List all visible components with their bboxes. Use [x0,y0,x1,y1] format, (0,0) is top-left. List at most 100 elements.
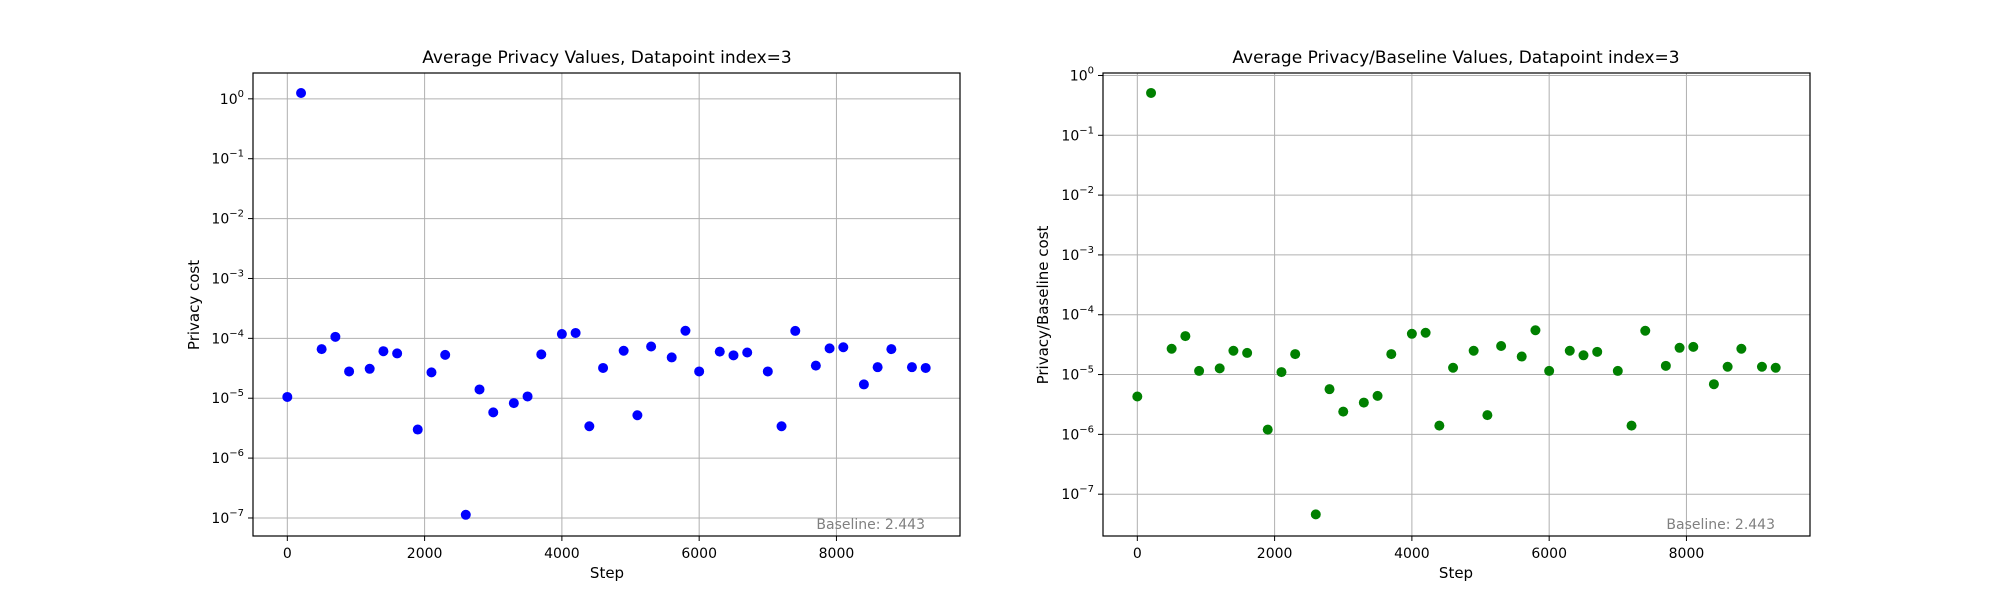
left-y-tick-label: 100 [220,89,244,108]
right-data-point [1166,343,1177,354]
right-y-tick-label: 10−5 [1061,365,1094,384]
right-data-point [1674,342,1685,353]
left-data-point [488,407,499,418]
right-data-point [1756,361,1767,372]
right-data-point [1180,331,1191,342]
left-data-point [762,366,773,377]
right-data-point [1358,397,1369,408]
right-data-point [1324,384,1335,395]
right-data-point [1242,347,1253,358]
left-data-point [440,349,451,360]
left-y-tick-label: 10−3 [211,268,244,287]
right-plot-frame [1102,72,1811,537]
left-y-tick-label: 10−6 [211,448,244,467]
right-x-tick-label: 2000 [1257,546,1293,562]
right-data-point [1722,361,1733,372]
right-y-tick-label: 10−1 [1061,125,1094,144]
right-data-point [1214,363,1225,374]
left-x-tick-label: 6000 [681,546,717,562]
right-y-tick-label: 100 [1070,65,1094,84]
right-data-point [1228,345,1239,356]
right-data-point [1262,424,1273,435]
right-data-point [1612,365,1623,376]
left-data-point [330,331,341,342]
left-data-point [742,347,753,358]
left-x-tick-label: 2000 [407,546,443,562]
right-x-tick-label: 0 [1133,546,1142,562]
right-data-point [1448,362,1459,373]
left-data-point [714,346,725,357]
left-data-point [680,325,691,336]
right-data-point [1406,328,1417,339]
left-data-point [474,384,485,395]
right-y-tick-label: 10−7 [1061,484,1094,503]
right-data-point [1530,325,1541,336]
right-x-axis-label: Step [1439,564,1473,582]
right-data-point [1516,351,1527,362]
left-data-point [378,346,389,357]
left-plot-frame [252,72,961,537]
left-x-tick-label: 8000 [819,546,855,562]
right-data-point [1338,406,1349,417]
left-data-point [536,349,547,360]
left-data-point [824,343,835,354]
left-baseline-annotation: Baseline: 2.443 [816,517,925,533]
left-data-point [364,363,375,374]
left-data-point [906,362,917,373]
right-data-point [1386,349,1397,360]
left-data-point [632,410,643,421]
left-data-point [584,421,595,432]
left-data-point [598,362,609,373]
left-data-point [666,352,677,363]
left-data-point [282,391,293,402]
left-data-point [316,344,327,355]
left-data-point [776,421,787,432]
right-data-point [1496,341,1507,352]
right-data-point [1544,365,1555,376]
right-data-point [1688,341,1699,352]
left-data-point [790,325,801,336]
left-data-point [426,367,437,378]
left-y-tick-label: 10−2 [211,209,244,228]
left-data-point [858,379,869,390]
right-data-point [1290,349,1301,360]
right-x-tick-label: 8000 [1669,546,1705,562]
right-data-point [1660,360,1671,371]
left-data-point [296,88,307,99]
right-data-point [1434,420,1445,431]
left-data-point [556,329,567,340]
left-data-point [646,341,657,352]
right-data-point [1564,345,1575,356]
right-x-tick-label: 6000 [1531,546,1567,562]
left-data-point [570,327,581,338]
right-chart-title: Average Privacy/Baseline Values, Datapoi… [1232,48,1679,68]
right-data-point [1372,390,1383,401]
right-data-point [1592,346,1603,357]
left-data-point [838,342,849,353]
left-chart-panel: Average Privacy Values, Datapoint index=… [185,48,961,582]
right-data-point [1770,362,1781,373]
left-data-point [872,362,883,373]
left-data-point [412,424,423,435]
left-data-point [886,344,897,355]
left-y-axis-label: Privacy cost [185,260,203,350]
left-data-point [618,345,629,356]
right-chart-panel: Average Privacy/Baseline Values, Datapoi… [1034,48,1811,582]
right-data-point [1578,350,1589,361]
left-data-point [694,366,705,377]
left-data-point [522,391,533,402]
right-y-axis-label: Privacy/Baseline cost [1034,225,1052,384]
right-y-tick-label: 10−4 [1061,305,1094,324]
right-data-point [1626,420,1637,431]
right-data-point [1482,410,1493,421]
right-data-point [1708,379,1719,390]
right-y-tick-label: 10−3 [1061,245,1094,264]
left-data-point [344,366,355,377]
right-x-tick-label: 4000 [1394,546,1430,562]
right-data-point [1146,87,1157,98]
left-data-point [810,360,821,371]
left-y-tick-label: 10−1 [211,149,244,168]
left-data-point [508,398,519,409]
left-x-axis-label: Step [590,564,624,582]
